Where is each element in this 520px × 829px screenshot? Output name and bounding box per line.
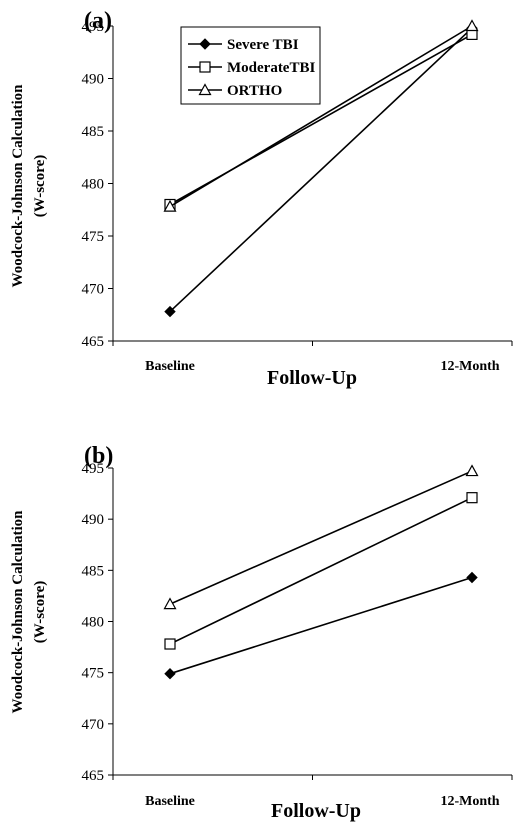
panel-a: (a) 465 470 475 480 485 490 495 Baseline 12-Mont…	[10, 8, 513, 389]
legend-label-severe-tbi: Severe TBI	[227, 37, 299, 53]
panel-a-y-axis-title: Woodcock-Johnson Calculation (W-score)	[10, 84, 48, 288]
panel-b-marks	[163, 464, 479, 680]
data-point-severe-tbi	[164, 305, 176, 318]
data-point-ortho	[163, 199, 177, 212]
x-tick-label: Baseline	[145, 794, 195, 809]
legend-marker-moderatetbi	[199, 61, 211, 73]
x-tick-label: 12-Month	[440, 359, 499, 374]
y-axis-title-line-2: (W-score)	[32, 581, 48, 643]
series-line-ortho	[169, 25, 473, 208]
panel-a-axes: 465 470 475 480 485 490 495 Baseline 12-Month	[82, 19, 513, 374]
panel-b-x-axis-title: Follow-Up	[271, 800, 361, 822]
y-tick-label: 495	[82, 461, 105, 477]
y-tick-label: 465	[82, 334, 105, 350]
legend-marker-ortho	[198, 83, 212, 96]
y-tick-label: 495	[82, 19, 105, 35]
panel-a-legend: Severe TBI ModerateTBI ORTHO	[180, 26, 321, 105]
data-point-severe-tbi	[164, 667, 176, 680]
y-tick-label: 475	[82, 229, 105, 245]
y-tick-label: 480	[82, 615, 105, 631]
data-point-ortho	[465, 19, 479, 32]
legend-label-ortho: ORTHO	[227, 83, 282, 99]
data-point-ortho	[465, 464, 479, 477]
y-tick-label: 490	[82, 512, 105, 528]
x-tick-label: 12-Month	[440, 794, 499, 809]
legend-items: Severe TBI ModerateTBI ORTHO	[188, 37, 315, 99]
data-point-moderatetbi	[466, 492, 478, 504]
y-tick-label: 485	[82, 563, 105, 579]
panel-b: (b) 465 470 475 480 485 490 495 Baseline 12-Mont…	[10, 443, 513, 822]
y-tick-label: 485	[82, 124, 105, 140]
panel-a-label: (a)	[84, 8, 112, 34]
series-line-severe-tbi	[169, 576, 473, 675]
y-axis-title-line-2: (W-score)	[32, 155, 48, 217]
panel-b-label: (b)	[84, 443, 113, 469]
data-point-moderatetbi	[164, 638, 176, 650]
data-point-ortho	[163, 597, 177, 610]
y-tick-label: 490	[82, 72, 105, 88]
series-line-moderatetbi	[169, 496, 473, 645]
panel-a-marks	[163, 19, 479, 318]
y-tick-label: 470	[82, 717, 105, 733]
y-tick-label: 475	[82, 666, 105, 682]
x-tick-label: Baseline	[145, 359, 195, 374]
y-tick-label: 465	[82, 768, 105, 784]
panel-a-x-axis-title: Follow-Up	[267, 367, 357, 389]
data-point-severe-tbi	[466, 571, 478, 584]
series-line-severe-tbi	[169, 27, 473, 313]
series-line-ortho	[169, 470, 473, 605]
y-tick-label: 480	[82, 177, 105, 193]
y-axis-title-line-1: Woodcock-Johnson Calculation	[10, 510, 26, 714]
y-tick-label: 470	[82, 282, 105, 298]
legend-label-moderatetbi: ModerateTBI	[227, 60, 315, 76]
panel-b-axes: 465 470 475 480 485 490 495 Baseline 12-Month	[82, 461, 513, 809]
legend-marker-severe-tbi	[199, 38, 211, 50]
y-axis-title-line-1: Woodcock-Johnson Calculation	[10, 84, 26, 288]
panel-b-y-axis-title: Woodcock-Johnson Calculation (W-score)	[10, 510, 48, 714]
